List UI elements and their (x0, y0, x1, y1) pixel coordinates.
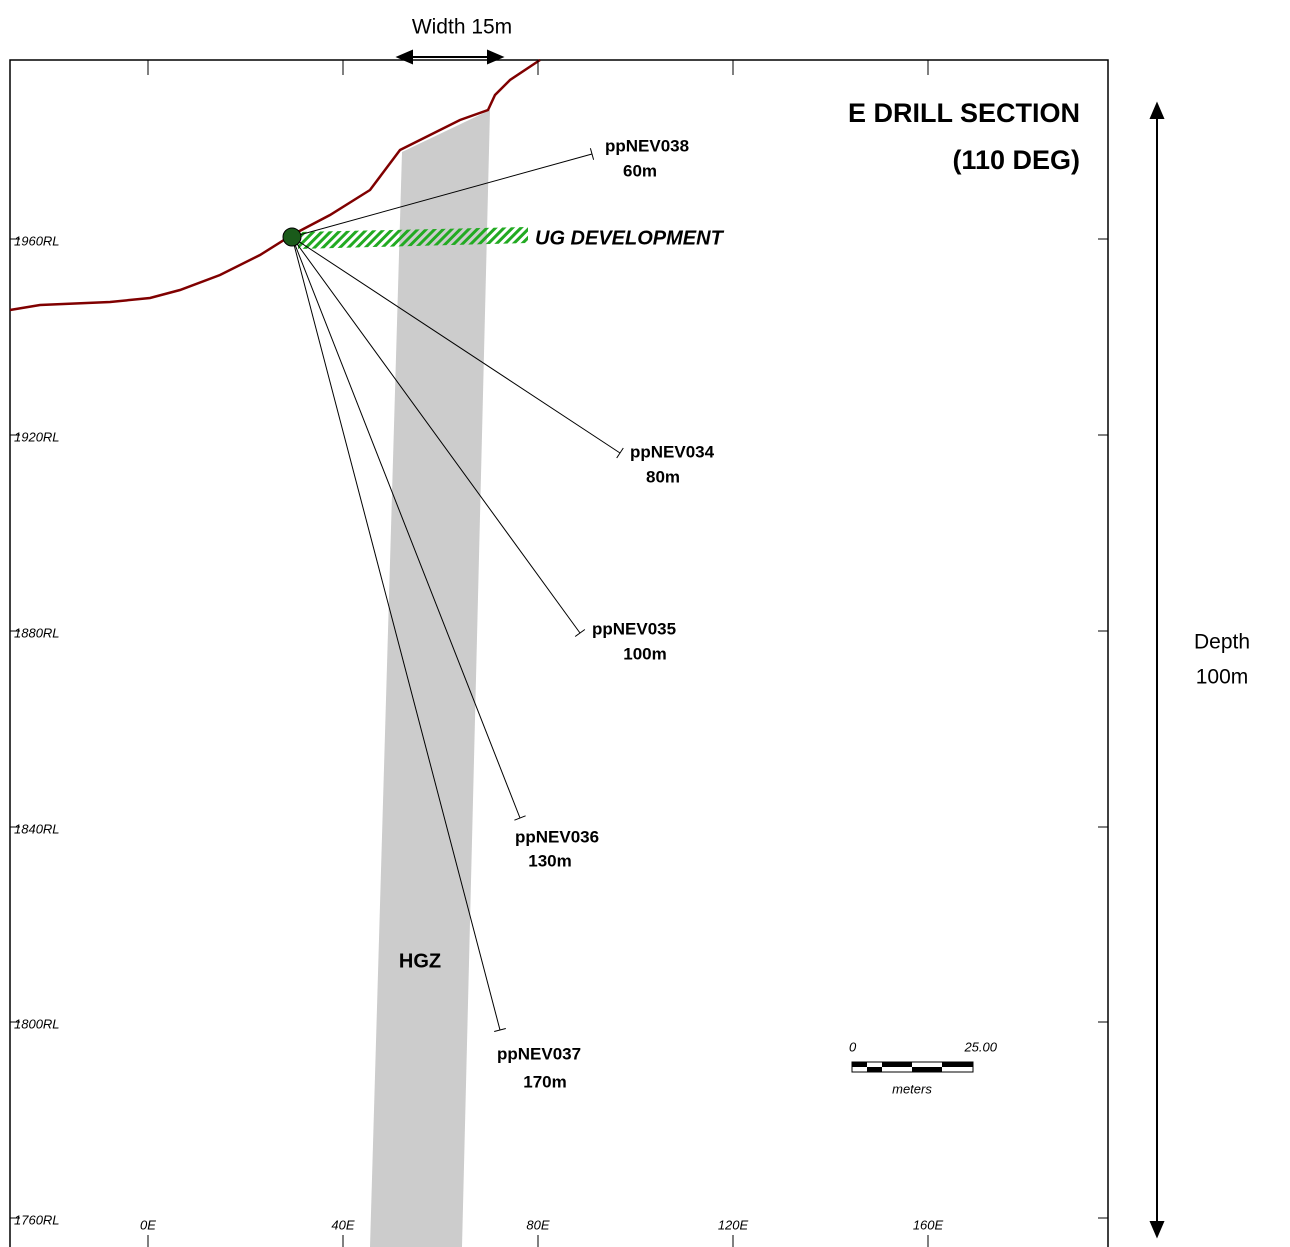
topography (9, 58, 541, 312)
e-tick-label: 40E (331, 1217, 354, 1232)
hole-name: ppNEV034 (630, 442, 715, 461)
title-line: E DRILL SECTION (848, 98, 1080, 128)
e-tick-label: 160E (913, 1217, 944, 1232)
hole-name: ppNEV037 (497, 1044, 581, 1063)
hole-name: ppNEV036 (515, 827, 599, 846)
hole-length: 130m (528, 851, 571, 870)
drill-trace (291, 236, 621, 454)
rl-tick-label: 1840RL (14, 821, 60, 836)
hole-name: ppNEV035 (592, 619, 676, 638)
hole-length: 170m (523, 1072, 566, 1091)
width-label: Width 15m (412, 16, 512, 39)
width-arrow (395, 49, 505, 65)
e-tick-label: 80E (526, 1217, 549, 1232)
scale-bar (851, 1061, 974, 1073)
scale-unit: meters (892, 1081, 932, 1096)
end-cap (514, 815, 526, 821)
hole-length: 80m (646, 467, 680, 486)
scale-start: 0 (849, 1039, 857, 1054)
depth-label: Depth (1194, 631, 1250, 654)
hole-length: 60m (623, 161, 657, 180)
e-tick-label: 0E (140, 1217, 156, 1232)
depth-arrow (1149, 101, 1165, 1239)
rl-tick-label: 1760RL (14, 1212, 60, 1227)
hole-length: 100m (623, 644, 666, 663)
hgz-zone (370, 110, 490, 1247)
drill-trace (291, 236, 501, 1031)
drill-trace (291, 153, 593, 238)
development-label: UG DEVELOPMENT (535, 227, 725, 249)
drill-trace (291, 236, 581, 634)
zone-label: HGZ (399, 950, 441, 972)
rl-tick-label: 1920RL (14, 429, 60, 444)
collar (282, 227, 302, 247)
end-cap (616, 447, 624, 459)
scale-end: 25.00 (963, 1039, 997, 1054)
drill-trace (291, 236, 521, 819)
end-cap (494, 1027, 506, 1033)
rl-tick-label: 1800RL (14, 1016, 60, 1031)
drill-holes (291, 148, 624, 1033)
frame (9, 59, 1109, 1247)
ug-development (298, 227, 528, 249)
e-tick-label: 120E (718, 1217, 749, 1232)
title-line: (110 DEG) (952, 145, 1080, 175)
rl-tick-label: 1960RL (14, 233, 60, 248)
end-cap (589, 148, 595, 160)
end-cap (574, 629, 586, 637)
ticks: 1960RL 1920RL 1880RL 1840RL 1800RL 1760RL 0E 40… (10, 60, 1108, 1247)
hole-name: ppNEV038 (605, 136, 689, 155)
depth-label: 100m (1196, 666, 1249, 689)
rl-tick-label: 1880RL (14, 625, 60, 640)
